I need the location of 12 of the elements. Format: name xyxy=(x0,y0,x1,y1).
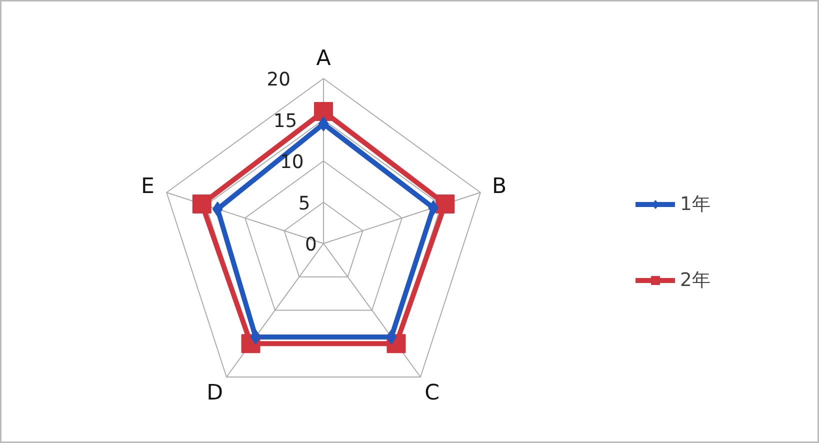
spoke-label: A xyxy=(316,46,332,72)
y-tick-label: 10 xyxy=(280,152,304,173)
y-tick-label: 15 xyxy=(273,110,298,132)
spoke-label: D xyxy=(206,380,224,406)
y-tick-label: 0 xyxy=(305,234,317,256)
y-tick-label: 20 xyxy=(266,70,291,90)
legend-label: 2年 xyxy=(680,269,711,293)
spoke-label: C xyxy=(424,380,440,406)
spoke-label: E xyxy=(141,174,154,199)
spoke-label: B xyxy=(492,174,507,199)
legend-label: 1年 xyxy=(680,193,711,217)
y-tick-label: 5 xyxy=(298,193,310,214)
